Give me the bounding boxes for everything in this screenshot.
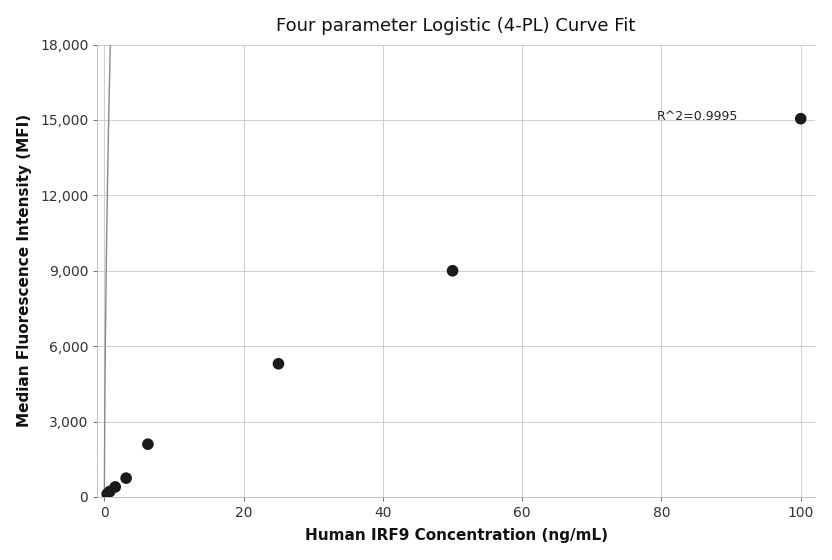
- Point: [794, 114, 807, 123]
- Point: [101, 489, 114, 498]
- Title: Four parameter Logistic (4-PL) Curve Fit: Four parameter Logistic (4-PL) Curve Fit: [276, 17, 636, 35]
- Point: [120, 474, 133, 483]
- Text: R^2=0.9995: R^2=0.9995: [657, 110, 738, 123]
- X-axis label: Human IRF9 Concentration (ng/mL): Human IRF9 Concentration (ng/mL): [305, 528, 607, 543]
- Point: [141, 440, 155, 449]
- Point: [272, 360, 285, 368]
- Point: [103, 487, 116, 496]
- Y-axis label: Median Fluorescence Intensity (MFI): Median Fluorescence Intensity (MFI): [17, 114, 32, 427]
- Point: [108, 482, 121, 491]
- Point: [446, 267, 459, 276]
